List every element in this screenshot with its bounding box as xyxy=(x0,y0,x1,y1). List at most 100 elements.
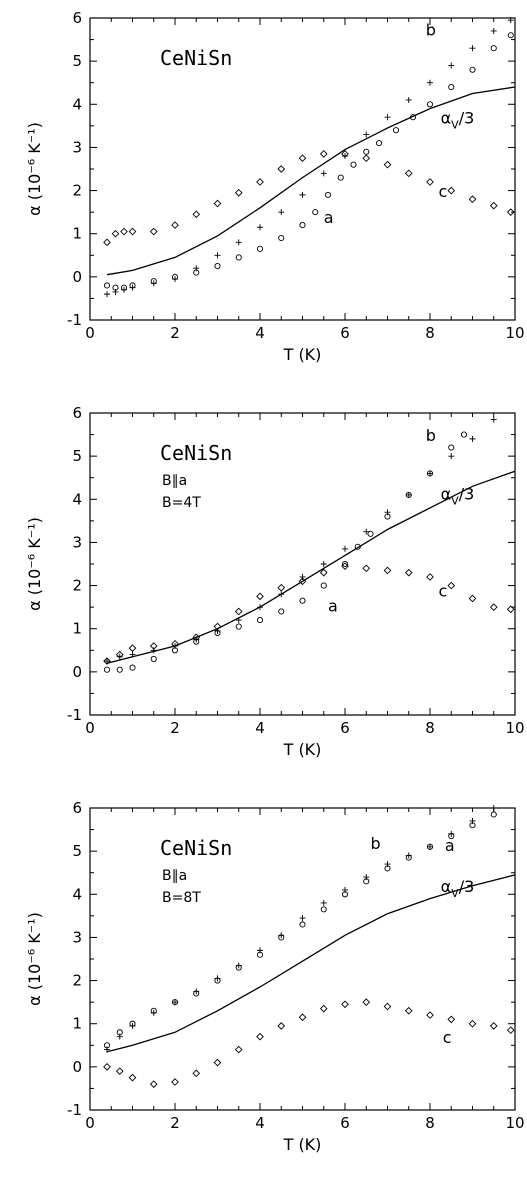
data-point xyxy=(192,210,201,219)
data-point xyxy=(103,238,111,247)
data-point xyxy=(341,560,349,568)
compound-label: CeNiSn xyxy=(160,46,232,70)
x-tick-label: 4 xyxy=(255,719,265,737)
data-point xyxy=(129,284,136,291)
data-point xyxy=(404,1006,413,1015)
x-tick-label: 10 xyxy=(505,719,524,737)
condition-label: B∥a xyxy=(162,473,187,489)
data-point xyxy=(149,227,158,236)
data-point xyxy=(128,227,137,236)
data-point xyxy=(116,666,123,673)
data-point xyxy=(277,1022,286,1030)
data-point xyxy=(447,1015,456,1024)
curve-label-c: c xyxy=(439,182,448,201)
data-point xyxy=(121,286,127,293)
data-point xyxy=(324,191,332,198)
data-point xyxy=(103,1063,111,1071)
data-point xyxy=(235,239,242,246)
data-point xyxy=(278,209,285,216)
data-point xyxy=(341,150,349,158)
series-c xyxy=(103,150,515,247)
y-tick-label: 3 xyxy=(72,928,82,946)
data-point xyxy=(172,276,178,283)
data-point xyxy=(213,199,222,208)
data-point xyxy=(234,188,243,197)
data-point xyxy=(320,561,327,567)
data-point xyxy=(235,962,242,969)
data-point xyxy=(448,453,455,460)
y-tick-label: -1 xyxy=(67,311,82,329)
x-tick-label: 0 xyxy=(85,1114,95,1132)
x-tick-label: 4 xyxy=(255,324,265,342)
data-point xyxy=(384,509,391,516)
series-b xyxy=(104,805,497,1053)
data-point xyxy=(426,178,434,186)
data-point xyxy=(490,416,497,423)
series-V3 xyxy=(106,470,516,664)
data-point xyxy=(405,852,412,859)
curve-label-b: b xyxy=(426,20,436,39)
data-point xyxy=(342,545,348,552)
data-point xyxy=(427,79,433,86)
data-point xyxy=(490,811,497,818)
series-a xyxy=(103,431,468,673)
data-point xyxy=(362,998,371,1006)
data-point xyxy=(103,657,111,665)
data-point xyxy=(111,229,120,238)
data-point xyxy=(256,617,264,624)
data-point xyxy=(341,562,349,570)
data-point xyxy=(299,191,306,198)
compound-label: CeNiSn xyxy=(160,836,232,860)
x-tick-label: 10 xyxy=(505,324,524,342)
condition-label: B=4T xyxy=(162,495,201,511)
y-tick-label: 0 xyxy=(72,663,82,681)
y-tick-label: 1 xyxy=(72,1015,82,1033)
data-point xyxy=(383,160,392,169)
data-point xyxy=(363,528,370,535)
y-tick-label: 0 xyxy=(72,1058,82,1076)
y-axis-label: α (10⁻⁶ K⁻¹) xyxy=(25,912,44,1006)
data-point xyxy=(214,252,221,259)
data-point xyxy=(116,1033,123,1040)
data-point xyxy=(193,265,200,272)
data-point xyxy=(447,581,456,590)
data-point xyxy=(129,664,136,671)
data-point xyxy=(384,861,391,868)
data-point xyxy=(320,170,327,177)
data-point xyxy=(460,431,468,438)
data-point xyxy=(150,1009,157,1016)
y-tick-label: 2 xyxy=(72,182,82,200)
data-point xyxy=(312,209,319,216)
y-tick-label: 4 xyxy=(72,95,82,113)
data-point xyxy=(171,221,179,229)
data-point xyxy=(448,830,455,837)
data-point xyxy=(172,999,178,1006)
data-point xyxy=(426,101,434,108)
data-point xyxy=(319,1004,328,1013)
x-tick-label: 2 xyxy=(170,1114,180,1132)
series-line xyxy=(106,470,516,664)
data-point xyxy=(426,573,434,581)
data-point xyxy=(489,201,498,210)
data-point xyxy=(468,594,477,603)
data-point xyxy=(427,843,433,850)
data-point xyxy=(405,96,412,103)
x-tick-label: 8 xyxy=(425,1114,435,1132)
data-point xyxy=(150,655,157,662)
data-point xyxy=(383,566,392,575)
data-point xyxy=(392,127,400,134)
curve-label-a: a xyxy=(328,596,338,615)
data-point xyxy=(363,148,370,155)
data-point xyxy=(489,1022,498,1030)
data-point xyxy=(299,915,306,922)
curve-label-c: c xyxy=(439,581,448,600)
data-point xyxy=(375,140,383,147)
data-point xyxy=(234,1045,243,1054)
data-point xyxy=(298,154,307,163)
data-point xyxy=(362,564,371,573)
data-point xyxy=(256,245,264,252)
data-point xyxy=(363,874,370,881)
curve-label-alpha-v: αV/3 xyxy=(441,484,475,507)
data-point xyxy=(213,1058,222,1067)
